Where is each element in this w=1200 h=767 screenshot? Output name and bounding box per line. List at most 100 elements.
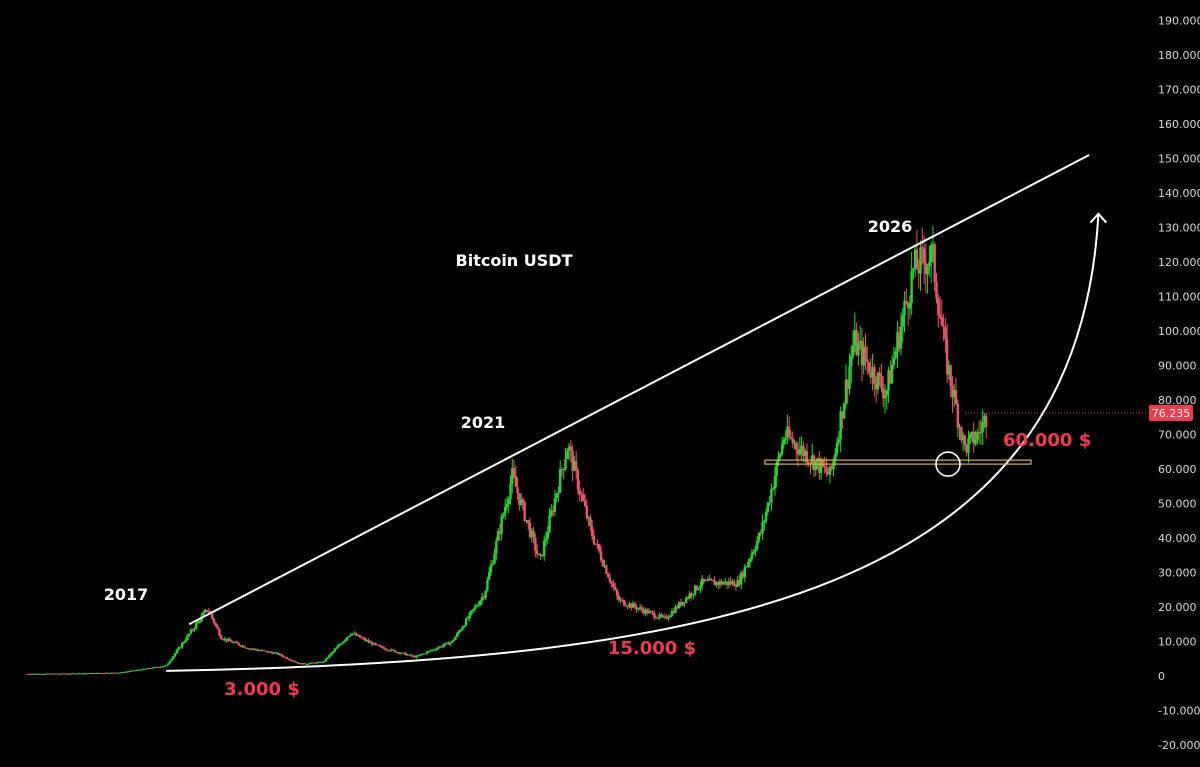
candle-body xyxy=(676,606,679,609)
candle-body xyxy=(841,411,844,419)
candle-body xyxy=(156,666,159,668)
candle-body xyxy=(855,330,858,356)
candle-body xyxy=(912,268,915,271)
candle-body xyxy=(172,656,175,660)
candle-body xyxy=(184,640,187,643)
candle-body xyxy=(486,579,489,591)
candle-body xyxy=(381,646,384,648)
candle-body xyxy=(961,435,965,441)
candle-body xyxy=(363,638,367,641)
candle-body xyxy=(125,671,129,673)
candle-body xyxy=(590,526,594,537)
candle-body xyxy=(550,510,553,516)
candle-body xyxy=(564,459,567,470)
candle-body xyxy=(314,662,317,664)
candle-body xyxy=(683,602,686,604)
candle-body xyxy=(573,461,576,471)
candle-body xyxy=(228,638,232,642)
candle-body xyxy=(246,648,249,650)
candle-body xyxy=(754,549,757,552)
candle-body xyxy=(842,403,846,419)
candle-body xyxy=(777,456,780,462)
level-label: 3.000 $ xyxy=(224,679,300,700)
candle-body xyxy=(317,661,320,663)
candle-body xyxy=(56,673,60,675)
candle-body xyxy=(491,563,494,565)
y-tick-label: 80.000 xyxy=(1158,394,1197,407)
candle-body xyxy=(969,434,972,439)
candle-body xyxy=(482,596,486,598)
candle-body xyxy=(234,641,237,643)
candle-body xyxy=(887,370,890,391)
level-label: 15.000 $ xyxy=(608,638,696,659)
candle-body xyxy=(70,673,74,675)
candle-body xyxy=(821,459,825,467)
candle-body xyxy=(784,437,787,441)
candle-body xyxy=(633,603,636,607)
candle-body xyxy=(789,436,793,439)
candle-body xyxy=(857,342,860,356)
candle-body xyxy=(791,438,794,444)
candle-body xyxy=(839,411,842,440)
candle-body xyxy=(700,578,704,586)
touch-circle xyxy=(935,451,961,477)
candle-body xyxy=(422,653,425,655)
candle-body xyxy=(759,532,762,534)
candle-body xyxy=(906,302,910,309)
candle-body xyxy=(521,499,525,503)
candle-body xyxy=(716,582,720,585)
candle-body xyxy=(640,607,644,610)
candle-body xyxy=(122,672,125,674)
candle-body xyxy=(761,522,764,534)
candle-body xyxy=(812,455,816,471)
candle-body xyxy=(874,383,878,390)
candle-body xyxy=(937,298,940,315)
candle-body xyxy=(147,667,150,669)
candle-body xyxy=(118,672,122,674)
candle-body xyxy=(511,468,514,484)
candle-body xyxy=(150,667,154,669)
candle-body xyxy=(173,653,177,657)
candle-body xyxy=(180,643,184,648)
candle-body xyxy=(919,247,922,274)
candle-body xyxy=(770,489,773,503)
candle-body xyxy=(99,672,102,674)
candle-body xyxy=(949,365,952,386)
candle-body xyxy=(92,672,95,674)
candle-body xyxy=(468,612,471,619)
candle-body xyxy=(535,550,539,555)
candle-body xyxy=(54,673,58,675)
arrow-head xyxy=(1089,212,1108,224)
candle-body xyxy=(28,673,31,675)
candle-body xyxy=(644,609,647,614)
candle-body xyxy=(299,663,303,665)
candle-body xyxy=(732,581,736,587)
candle-body xyxy=(244,647,248,649)
candle-body xyxy=(195,623,198,629)
candle-body xyxy=(225,638,228,641)
candle-body xyxy=(828,466,832,475)
candle-body xyxy=(592,536,596,544)
candle-body xyxy=(606,573,610,578)
candle-body xyxy=(424,653,427,655)
candle-body xyxy=(864,346,867,360)
candle-body xyxy=(928,262,931,267)
candle-body xyxy=(418,654,422,656)
candle-body xyxy=(850,355,853,367)
candle-body xyxy=(713,580,716,586)
candle-body xyxy=(525,519,528,521)
candle-body xyxy=(37,673,40,675)
candle-body xyxy=(484,590,487,598)
candle-body xyxy=(253,648,257,650)
candle-body xyxy=(67,673,70,675)
candle-body xyxy=(154,666,157,668)
candle-body xyxy=(608,577,612,582)
y-tick-label: 130.000 xyxy=(1158,222,1200,235)
candle-body xyxy=(653,612,656,618)
candle-body xyxy=(330,653,333,655)
candle-body xyxy=(922,248,926,263)
candle-body xyxy=(598,544,601,552)
candle-body xyxy=(750,553,754,560)
candle-body xyxy=(766,502,770,512)
candle-body xyxy=(216,625,219,630)
